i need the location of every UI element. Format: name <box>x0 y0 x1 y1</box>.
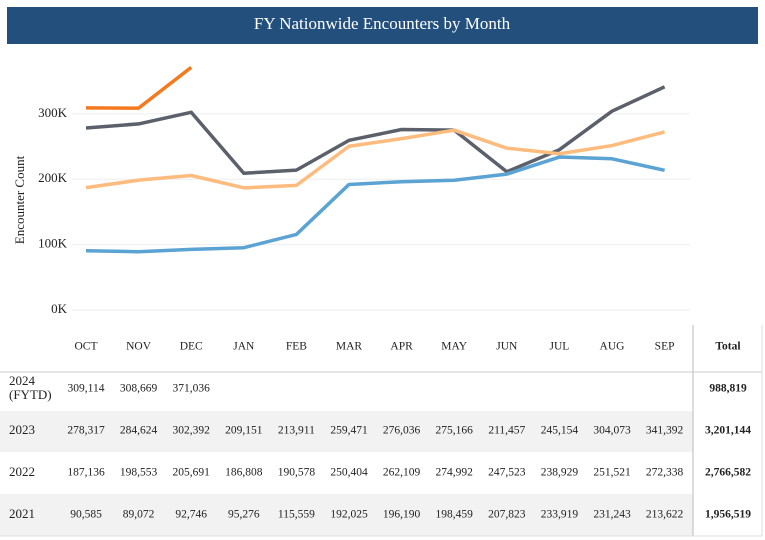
table-cell: 211,457 <box>488 425 525 437</box>
row-label: 2023 <box>9 422 35 437</box>
table-cell: 115,559 <box>278 509 315 521</box>
table-cell: 213,911 <box>278 425 315 437</box>
y-tick-label: 100K <box>38 236 68 251</box>
column-header: NOV <box>126 341 152 353</box>
table-cell: 95,276 <box>228 509 260 521</box>
y-axis-label: Encounter Count <box>12 155 27 244</box>
total-header: Total <box>715 341 740 353</box>
table-cell: 207,823 <box>488 509 526 521</box>
table-cell: 309,114 <box>68 383 105 395</box>
column-header: AUG <box>600 341 625 353</box>
table-cell: 275,166 <box>436 425 474 437</box>
table-cell: 190,578 <box>278 467 316 479</box>
table-cell: 304,073 <box>593 425 631 437</box>
row-bg <box>0 411 693 452</box>
table-cell: 259,471 <box>330 425 368 437</box>
table-cell: 92,746 <box>175 509 207 521</box>
column-header: JAN <box>233 341 255 353</box>
series-line <box>85 66 193 110</box>
table-cell: 262,109 <box>383 467 421 479</box>
table-cell: 341,392 <box>646 425 684 437</box>
series-line <box>85 155 665 254</box>
column-header: MAY <box>441 341 467 353</box>
column-header: JUN <box>496 341 518 353</box>
table-cell: 247,523 <box>488 467 526 479</box>
table-cell: 278,317 <box>67 425 105 437</box>
table-cell: 302,392 <box>173 425 211 437</box>
table-cell: 198,553 <box>120 467 158 479</box>
table-cell: 192,025 <box>330 509 368 521</box>
table-cell: 231,243 <box>593 509 631 521</box>
series-line <box>85 128 666 190</box>
column-header: JUL <box>549 341 569 353</box>
column-header: FEB <box>286 341 307 353</box>
y-tick-label: 200K <box>38 170 68 185</box>
row-total: 3,201,144 <box>705 425 751 437</box>
table-cell: 251,521 <box>593 467 631 479</box>
table-cell: 274,992 <box>436 467 474 479</box>
column-header: MAR <box>336 341 363 353</box>
chart-title: FY Nationwide Encounters by Month <box>254 14 511 33</box>
y-tick-label: 300K <box>38 105 68 120</box>
table-cell: 90,585 <box>70 509 102 521</box>
table-cell: 238,929 <box>541 467 579 479</box>
table-cell: 272,338 <box>646 467 684 479</box>
table-cell: 186,808 <box>225 467 263 479</box>
column-header: OCT <box>75 341 98 353</box>
table-cell: 196,190 <box>383 509 421 521</box>
table-cell: 209,151 <box>225 425 263 437</box>
table-cell: 371,036 <box>173 383 211 395</box>
table-cell: 250,404 <box>330 467 368 479</box>
title-bar <box>7 7 758 44</box>
table-cell: 187,136 <box>67 467 105 479</box>
table-cell: 205,691 <box>173 467 211 479</box>
row-total: 1,956,519 <box>705 509 751 521</box>
row-bg <box>0 494 693 536</box>
column-header: APR <box>390 341 413 353</box>
row-total: 2,766,582 <box>705 467 751 479</box>
column-header: SEP <box>655 341 675 353</box>
table-cell: 233,919 <box>541 509 579 521</box>
table-cell: 284,624 <box>120 425 158 437</box>
table-cell: 198,459 <box>436 509 474 521</box>
table-cell: 245,154 <box>541 425 579 437</box>
column-header: DEC <box>180 341 203 353</box>
series-line <box>85 85 666 175</box>
row-label: 2024 (FYTD) <box>9 373 52 402</box>
row-label: 2021 <box>9 506 35 521</box>
table-cell: 89,072 <box>123 509 155 521</box>
y-tick-label: 0K <box>51 301 68 316</box>
row-label: 2022 <box>9 464 35 479</box>
table-cell: 213,622 <box>646 509 684 521</box>
row-total: 988,819 <box>709 383 747 395</box>
table-cell: 308,669 <box>120 383 158 395</box>
table-cell: 276,036 <box>383 425 421 437</box>
